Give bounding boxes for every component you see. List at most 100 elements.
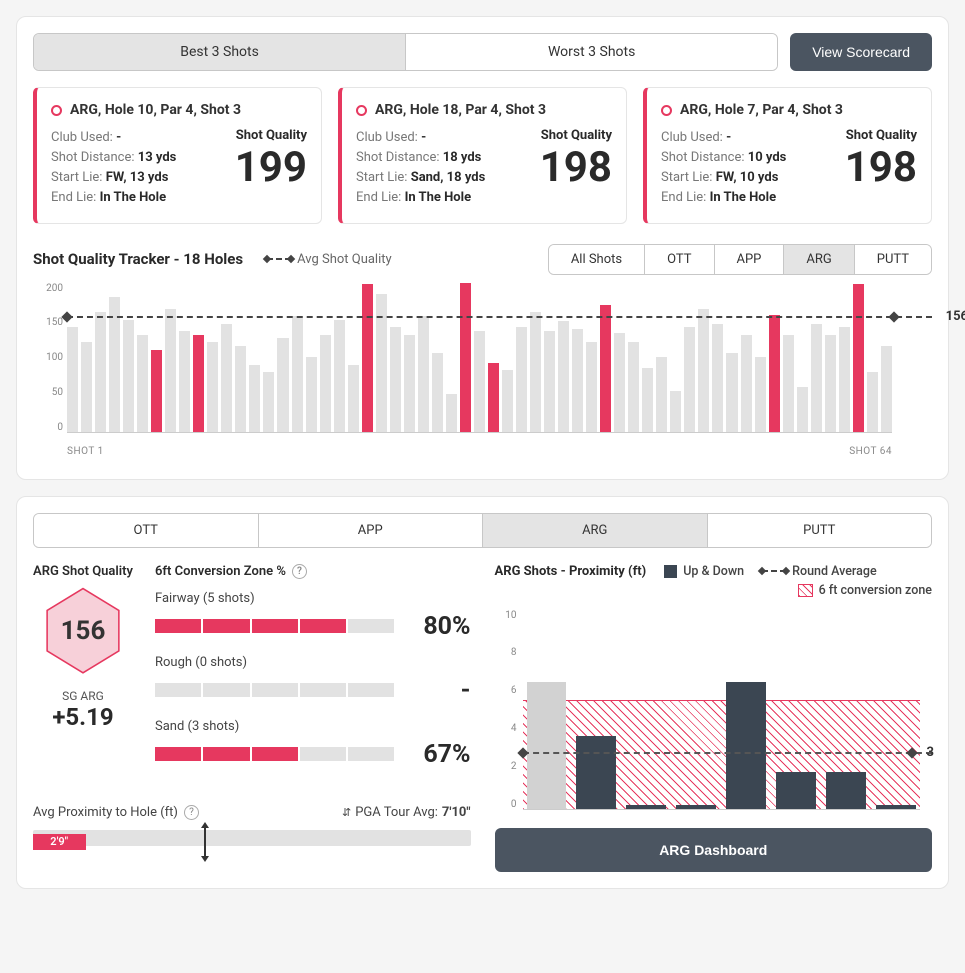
conv-row: Fairway (5 shots) 80% (155, 591, 471, 641)
prox-avg-line: 3 (523, 752, 933, 754)
tracker-bar (320, 335, 331, 432)
shot-quality: Shot Quality 199 (212, 128, 307, 209)
prox-chart-title: ARG Shots - Proximity (ft) (495, 564, 647, 579)
tracker-bar (670, 391, 681, 432)
seg-worst-3[interactable]: Worst 3 Shots (405, 34, 777, 70)
tracker-avg-line: 156 (67, 316, 932, 318)
tracker-bar (769, 315, 780, 432)
sq-block-title: ARG Shot Quality (33, 564, 133, 579)
conv-title: 6ft Conversion Zone % (155, 564, 286, 579)
tracker-bar (811, 324, 822, 432)
tracker-bar (488, 363, 499, 432)
bottom-panel: OTTAPPARGPUTT ARG Shot Quality 156 SG AR… (16, 496, 949, 889)
shots-segmented: Best 3 Shots Worst 3 Shots (33, 33, 778, 71)
seg-best-3[interactable]: Best 3 Shots (34, 34, 405, 70)
tracker-avg-value: 156 (946, 309, 965, 324)
x-first: SHOT 1 (67, 446, 104, 457)
prox-bar (826, 772, 866, 808)
prox-bars (527, 610, 917, 809)
prox-bar (776, 772, 816, 808)
conv-header: 6ft Conversion Zone % ? (155, 564, 471, 579)
prox-marker (204, 828, 206, 856)
tracker-bar (95, 312, 106, 431)
tracker-bar (755, 357, 766, 432)
view-scorecard-button[interactable]: View Scorecard (790, 33, 932, 71)
right-sub-legend: 6 ft conversion zone (495, 583, 933, 598)
prox-bar (626, 805, 666, 809)
prox-bar: 2'9" (33, 830, 471, 854)
tracker-bar (530, 312, 541, 431)
panel2-tab-app[interactable]: APP (258, 514, 483, 547)
filter-tab-all-shots[interactable]: All Shots (549, 245, 644, 274)
pga-value: 7'10" (442, 805, 471, 820)
help-icon-2[interactable]: ? (184, 805, 199, 820)
tracker-bar (249, 365, 260, 432)
shot-card[interactable]: ARG, Hole 10, Par 4, Shot 3 Club Used: -… (33, 87, 322, 224)
panel2-tab-ott[interactable]: OTT (34, 514, 258, 547)
tracker-bar (165, 309, 176, 432)
tracker-bar (306, 357, 317, 432)
tracker-bar (642, 368, 653, 431)
panel2-tabs: OTTAPPARGPUTT (33, 513, 932, 548)
tracker-bar (137, 335, 148, 432)
dash-swatch-icon (267, 258, 291, 260)
tracker-bar (334, 320, 345, 432)
tracker-bar (502, 370, 513, 431)
tracker-bar (825, 335, 836, 432)
tracker-bar (614, 333, 625, 431)
prox-bar (876, 805, 916, 809)
sq-hex-value: 156 (61, 616, 106, 646)
tracker-bar (586, 342, 597, 431)
conv-pct: - (413, 676, 471, 705)
tracker-bar (867, 372, 878, 432)
seg-bar (155, 619, 395, 633)
shot-card-title: ARG, Hole 7, Par 4, Shot 3 (661, 102, 917, 118)
tracker-bar (797, 387, 808, 432)
panel2-tab-putt[interactable]: PUTT (707, 514, 932, 547)
legend-round-avg: Round Average (792, 564, 877, 579)
tracker-bar (207, 342, 218, 431)
prox-bar (527, 682, 567, 809)
prox-avg-value: 3 (927, 745, 934, 760)
tracker-bar (684, 327, 695, 431)
panel2-body: ARG Shot Quality 156 SG ARG +5.19 6ft Co… (33, 564, 932, 872)
prox-y-axis: 1086420 (495, 610, 517, 810)
tracker-bar (193, 335, 204, 432)
prox-row: Avg Proximity to Hole (ft) ? ⇵ PGA Tour … (33, 805, 471, 820)
conversion-zone: 6ft Conversion Zone % ? Fairway (5 shots… (155, 564, 471, 783)
tracker-bar (221, 324, 232, 432)
tracker-bar (698, 309, 709, 432)
tracker-bar (432, 353, 443, 431)
shot-quality: Shot Quality 198 (822, 128, 917, 209)
tracker-bar (362, 284, 373, 432)
seg-bar (155, 747, 395, 761)
tracker-chart: 200150100500 156 SHOT 1 SHOT 64 (33, 283, 932, 463)
arg-dashboard-button[interactable]: ARG Dashboard (495, 828, 933, 872)
tracker-title: Shot Quality Tracker - 18 Holes (33, 250, 243, 268)
shot-meta: Club Used: - Shot Distance: 13 yds Start… (51, 128, 202, 209)
tracker-bar (572, 329, 583, 432)
filter-tab-arg[interactable]: ARG (783, 245, 853, 274)
tracker-bar (179, 331, 190, 432)
tracker-bar (656, 357, 667, 432)
shot-meta: Club Used: - Shot Distance: 10 yds Start… (661, 128, 812, 209)
sg-label: SG ARG (33, 689, 133, 703)
sq-hexagon: 156 (44, 587, 122, 675)
hatch-swatch-icon (798, 584, 813, 597)
filter-tab-ott[interactable]: OTT (644, 245, 713, 274)
filter-tab-app[interactable]: APP (714, 245, 784, 274)
tracker-bar (628, 342, 639, 431)
prox-bar (576, 736, 616, 808)
shot-card[interactable]: ARG, Hole 18, Par 4, Shot 3 Club Used: -… (338, 87, 627, 224)
help-icon[interactable]: ? (292, 564, 307, 579)
conv-row: Sand (3 shots) 67% (155, 719, 471, 769)
tracker-filter-tabs: All ShotsOTTAPPARGPUTT (548, 244, 932, 275)
panel2-tab-arg[interactable]: ARG (482, 514, 707, 547)
filter-tab-putt[interactable]: PUTT (854, 245, 931, 274)
tracker-bar (81, 342, 92, 431)
tracker-bar (292, 316, 303, 431)
shot-quality: Shot Quality 198 (517, 128, 612, 209)
avg-sq-label: Avg Shot Quality (297, 252, 392, 267)
tracker-bar (151, 350, 162, 432)
shot-card[interactable]: ARG, Hole 7, Par 4, Shot 3 Club Used: - … (643, 87, 932, 224)
